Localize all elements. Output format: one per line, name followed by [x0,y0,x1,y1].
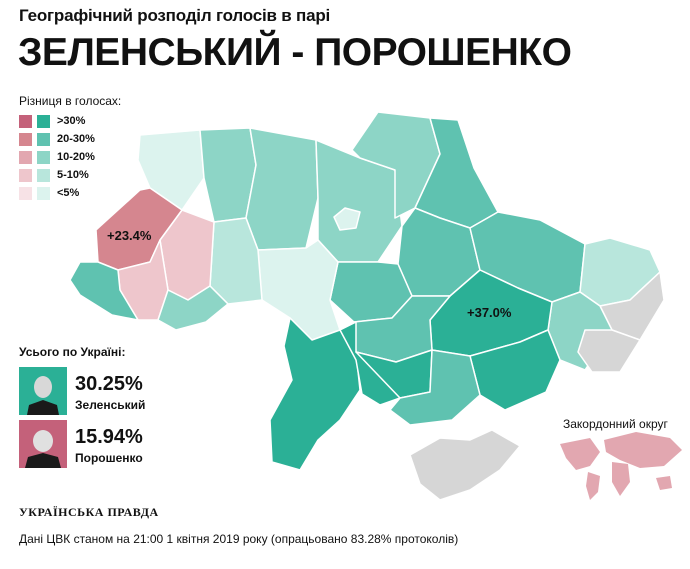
abroad-district-label: Закордонний округ [563,417,668,431]
candidate-poroshenko: 15.94% Порошенко [19,420,179,468]
region-donetsk-occupied [577,329,641,373]
legend-title: Різниця в голосах: [19,94,122,108]
legend-label: 5-10% [57,169,89,181]
continent-north-america [560,438,600,470]
legend-swatch-zelensky [37,132,50,146]
continent-africa [612,462,630,496]
legend-label: >30% [57,115,86,127]
map-subtitle: Географічний розподіл голосів в парі [19,6,331,25]
candidate-percent: 15.94% [75,426,143,448]
continent-europe-asia [604,432,682,468]
legend-row: 10-20% [19,150,95,164]
region-zaporizhzhia [469,329,561,411]
region-zakarpattia [69,261,139,321]
legend-swatch-poroshenko [19,186,32,200]
legend-row: >30% [19,114,85,128]
map-title: ЗЕЛЕНСЬКИЙ - ПОРОШЕНКО [18,31,572,74]
legend-row: 5-10% [19,168,89,182]
totals-title: Усього по Україні: [19,345,126,359]
region-kherson [389,349,481,426]
brand-logo: УКРАЇНСЬКА ПРАВДА [19,505,159,519]
legend-swatch-zelensky [37,150,50,164]
legend-label: 10-20% [57,151,95,163]
region-chernivtsi [157,285,229,331]
candidate-name: Зеленський [75,398,146,412]
legend-swatch-zelensky [37,114,50,128]
legend-swatch-poroshenko [19,114,32,128]
legend-label: <5% [57,187,80,199]
legend-swatch-poroshenko [19,132,32,146]
legend-swatch-zelensky [37,186,50,200]
candidate-zelensky: 30.25% Зеленський [19,367,179,415]
map-label-dnipro: +37.0% [467,305,512,320]
legend-swatch-poroshenko [19,168,32,182]
abroad-district-map [560,432,682,500]
map-label-lviv: +23.4% [107,228,152,243]
poroshenko-photo-icon [19,420,67,468]
candidate-percent: 30.25% [75,373,143,395]
continent-australia [656,476,672,490]
candidate-name: Порошенко [75,451,143,465]
region-crimea [409,429,521,501]
region-kyiv-city [333,207,361,231]
legend-swatch-zelensky [37,168,50,182]
region-vinnytsia [257,239,341,341]
continent-south-america [586,472,600,500]
zelensky-photo-icon [19,367,67,415]
source-footnote: Дані ЦВК станом на 21:00 1 квітня 2019 р… [19,532,459,546]
region-zhytomyr [245,127,319,251]
legend-swatch-poroshenko [19,150,32,164]
legend-row: 20-30% [19,132,95,146]
legend-row: <5% [19,186,79,200]
legend-label: 20-30% [57,133,95,145]
